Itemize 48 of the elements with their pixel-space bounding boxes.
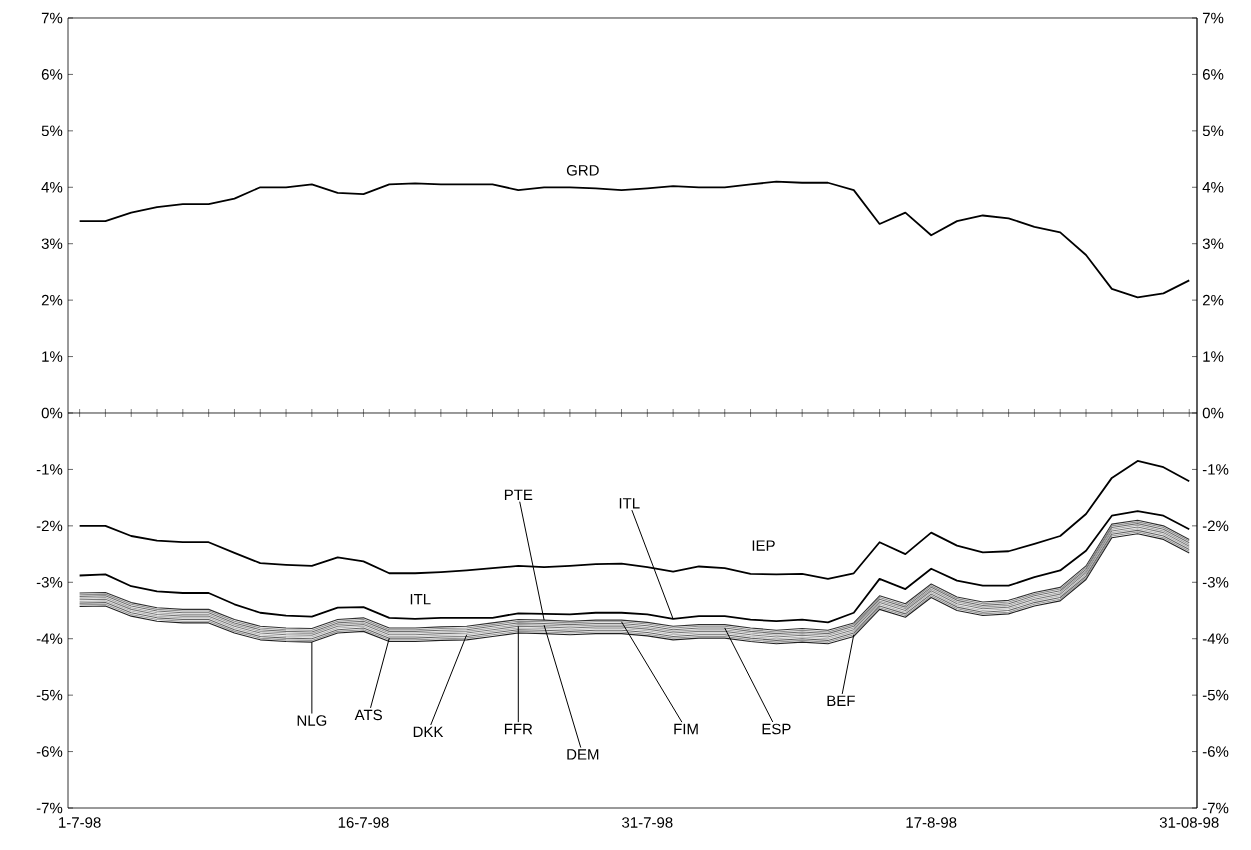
y-tick-label: -2% — [36, 520, 63, 532]
y-tick-label: 2% — [41, 294, 63, 306]
text: ITL — [619, 498, 640, 509]
series-label: IEP — [752, 540, 775, 551]
y2-tick-label: -1% — [1202, 464, 1229, 475]
y2-tick-label: 1% — [1203, 351, 1224, 362]
y-tick-label: -6% — [36, 746, 63, 757]
y-tick-label: 1% — [42, 351, 63, 362]
y-tick-label: -3% — [36, 576, 63, 588]
x-tick-label: 1-7-98 — [59, 817, 101, 828]
text: DEM — [567, 749, 599, 760]
y2-tick-label: 2% — [1202, 294, 1224, 306]
text: FFR — [504, 723, 533, 735]
y2-tick-label: 7% — [1202, 12, 1224, 24]
y-tick-label: -7% — [36, 802, 63, 814]
series-label: ITL — [410, 594, 431, 605]
y2-tick-label: -6% — [1202, 746, 1229, 757]
y2-tick-label: 4% — [1202, 182, 1224, 193]
x-tick-label: 16-7-98 — [338, 817, 389, 828]
y2-tick-label: -3% — [1202, 576, 1229, 588]
series-label: GRD — [566, 165, 599, 176]
text: ESP — [762, 723, 791, 735]
text: FIM — [674, 723, 698, 735]
text: ATS — [354, 709, 382, 721]
text: DKK — [413, 726, 444, 737]
y-tick-label: 5% — [41, 125, 63, 137]
x-tick-label: 31-7-98 — [622, 817, 673, 828]
y2-tick-label: 6% — [1202, 69, 1224, 80]
y-tick-label: 6% — [41, 69, 63, 80]
y2-tick-label: -2% — [1202, 520, 1229, 532]
text: NLG — [297, 715, 327, 726]
text: BEF — [827, 695, 855, 706]
y2-tick-label: 0% — [1202, 407, 1224, 419]
y-tick-label: 7% — [41, 12, 63, 24]
y-tick-label: -1% — [36, 464, 63, 475]
y2-tick-label: 5% — [1202, 125, 1224, 137]
y-tick-label: 4% — [41, 182, 63, 193]
y-tick-label: 3% — [41, 238, 63, 250]
y2-tick-label: 3% — [1202, 238, 1224, 250]
x-tick-label: 31-08-98 — [1159, 817, 1219, 828]
y2-tick-label: -7% — [1202, 802, 1229, 814]
x-tick-label: 17-8-98 — [906, 817, 957, 828]
y-tick-label: -5% — [36, 689, 63, 701]
y2-tick-label: -4% — [1202, 633, 1229, 644]
y-tick-label: -4% — [36, 633, 63, 644]
y-tick-label: 0% — [41, 407, 63, 419]
text: PTE — [504, 489, 533, 500]
y2-tick-label: -5% — [1202, 689, 1229, 701]
